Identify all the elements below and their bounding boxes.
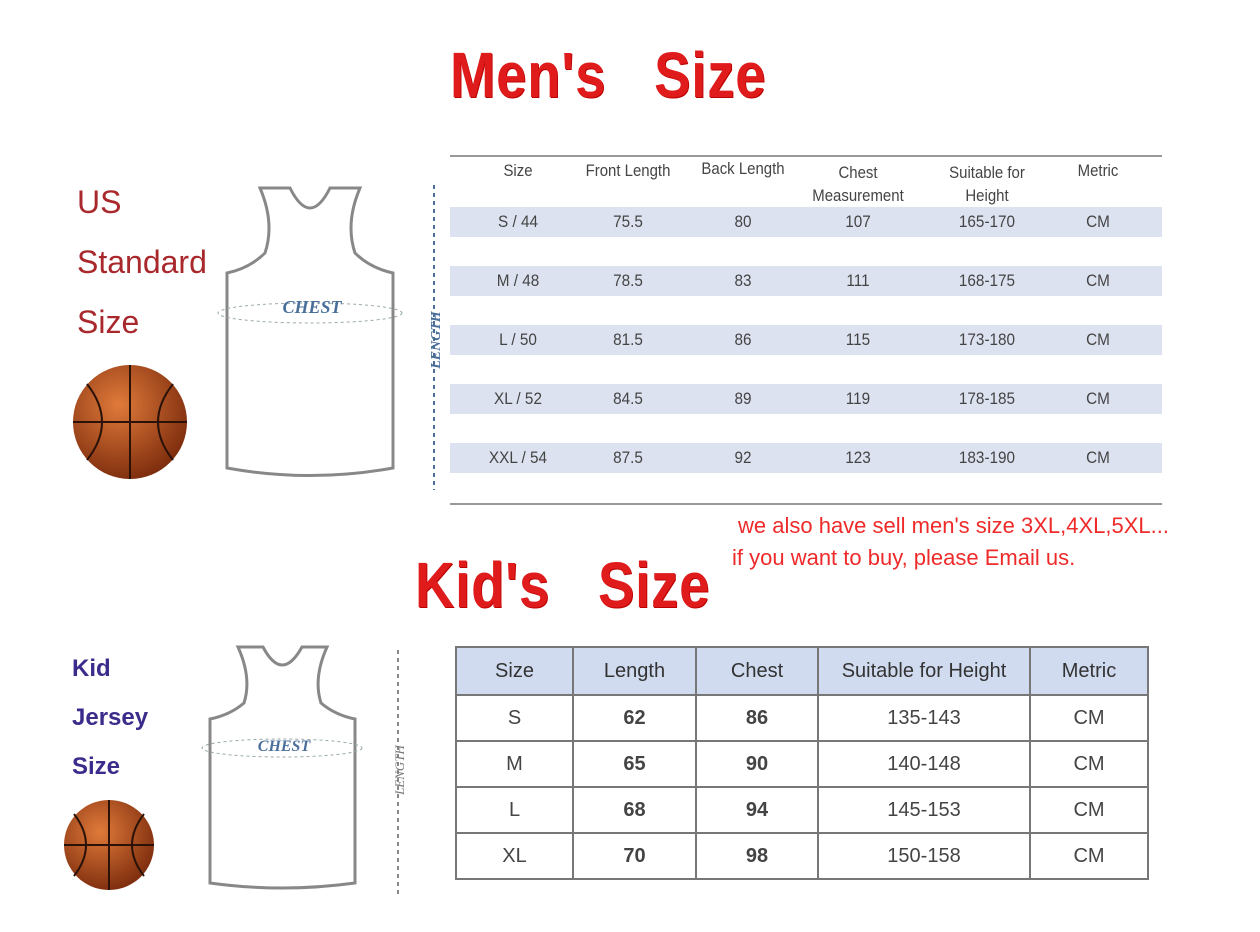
label-line: Size: [77, 304, 140, 340]
table-cell: 165-170: [958, 212, 1016, 231]
table-cell: M / 48: [496, 271, 540, 290]
label-line: US: [77, 184, 122, 220]
table-row: XL 70 98 150-158 CM: [455, 832, 1149, 880]
column-header: Front Length: [585, 161, 671, 180]
column-header: Suitable for Height: [949, 163, 1025, 205]
table-cell: 62: [572, 694, 697, 742]
table-top-rule: [450, 155, 1162, 157]
table-cell: 84.5: [613, 389, 643, 408]
table-cell: 87.5: [613, 448, 643, 467]
table-cell: XL: [455, 832, 574, 880]
basketball-icon: [64, 800, 154, 890]
label-line: Kid: [72, 655, 111, 682]
table-cell: 86: [695, 694, 819, 742]
table-cell: 89: [734, 389, 752, 408]
table-cell: 83: [734, 271, 752, 290]
table-cell: CM: [1086, 330, 1110, 349]
table-cell: 145-153: [817, 786, 1031, 834]
table-cell: CM: [1029, 694, 1149, 742]
table-row: [450, 207, 1162, 237]
label-line: Standard: [77, 244, 207, 280]
table-cell: 94: [695, 786, 819, 834]
table-row: L 68 94 145-153 CM: [455, 786, 1149, 834]
table-cell: 65: [572, 740, 697, 788]
column-header: Chest Measurement: [812, 163, 904, 205]
note-line: if you want to buy, please Email us.: [732, 545, 1076, 570]
table-cell: 183-190: [958, 448, 1016, 467]
kids-size-table: Size Length Chest Suitable for Height Metric…: [455, 646, 1149, 880]
table-row: [450, 325, 1162, 355]
table-cell: CM: [1029, 786, 1149, 834]
table-cell: XL / 52: [494, 389, 542, 408]
table-cell: 92: [734, 448, 752, 467]
table-cell: S / 44: [498, 212, 538, 231]
table-cell: 119: [845, 389, 871, 408]
table-cell: 81.5: [613, 330, 643, 349]
table-cell: CM: [1086, 448, 1110, 467]
header-row: Size Length Chest Suitable for Height Metric: [455, 646, 1149, 696]
table-cell: 123: [845, 448, 871, 467]
column-header: Size: [455, 646, 574, 696]
table-cell: 140-148: [817, 740, 1031, 788]
extra-sizes-note: we also have sell men's size 3XL,4XL,5XL…: [732, 510, 1169, 574]
table-cell: 111: [846, 271, 870, 290]
kid-jersey-size-label: Kid Jersey Size: [72, 644, 148, 791]
kids-size-title: Kid's Size: [415, 549, 711, 621]
table-cell: CM: [1029, 832, 1149, 880]
column-header: Metric: [1029, 646, 1149, 696]
table-cell: 168-175: [958, 271, 1016, 290]
table-cell: 90: [695, 740, 819, 788]
table-cell: 75.5: [613, 212, 643, 231]
table-row: [450, 384, 1162, 414]
mens-size-title: Men's Size: [450, 39, 767, 111]
chest-label: CHEST: [258, 738, 312, 755]
table-cell: 173-180: [958, 330, 1016, 349]
column-header: Metric: [1077, 161, 1119, 180]
table-row: [450, 443, 1162, 473]
table-row: [450, 266, 1162, 296]
table-cell: 70: [572, 832, 697, 880]
table-cell: 150-158: [817, 832, 1031, 880]
table-cell: 178-185: [958, 389, 1016, 408]
length-indicator: LENGTH: [429, 185, 444, 490]
table-cell: L / 50: [499, 330, 537, 349]
table-row: M 65 90 140-148 CM: [455, 740, 1149, 788]
column-header: Length: [572, 646, 697, 696]
note-line: we also have sell men's size 3XL,4XL,5XL…: [738, 513, 1169, 538]
table-cell: CM: [1086, 212, 1110, 231]
length-indicator: LENGTH: [392, 650, 407, 895]
table-cell: CM: [1029, 740, 1149, 788]
table-cell: CM: [1086, 271, 1110, 290]
table-row: S 62 86 135-143 CM: [455, 694, 1149, 742]
column-header: Suitable for Height: [817, 646, 1031, 696]
length-label: LENGTH: [429, 310, 444, 370]
table-cell: M: [455, 740, 574, 788]
table-cell: 98: [695, 832, 819, 880]
table-bottom-rule: [450, 503, 1162, 505]
column-header: Chest: [695, 646, 819, 696]
table-cell: 115: [845, 330, 871, 349]
table-cell: XXL / 54: [488, 448, 548, 467]
column-header: Back Length: [701, 159, 785, 178]
table-cell: S: [455, 694, 574, 742]
length-label: LENGTH: [392, 744, 407, 795]
table-cell: 107: [845, 212, 871, 231]
label-line: Size: [72, 753, 121, 780]
label-line: Jersey: [72, 704, 149, 731]
table-cell: 135-143: [817, 694, 1031, 742]
basketball-icon: [73, 365, 187, 479]
table-cell: 86: [734, 330, 752, 349]
jersey-diagram: CHEST: [217, 186, 403, 477]
table-cell: 80: [734, 212, 752, 231]
us-standard-size-label: US Standard Size: [77, 172, 207, 352]
kid-jersey-diagram: CHEST: [201, 645, 363, 890]
table-cell: CM: [1086, 389, 1110, 408]
column-header: Size: [503, 161, 533, 180]
chest-label: CHEST: [282, 297, 342, 317]
table-cell: L: [455, 786, 574, 834]
table-cell: 78.5: [613, 271, 643, 290]
table-cell: 68: [572, 786, 697, 834]
